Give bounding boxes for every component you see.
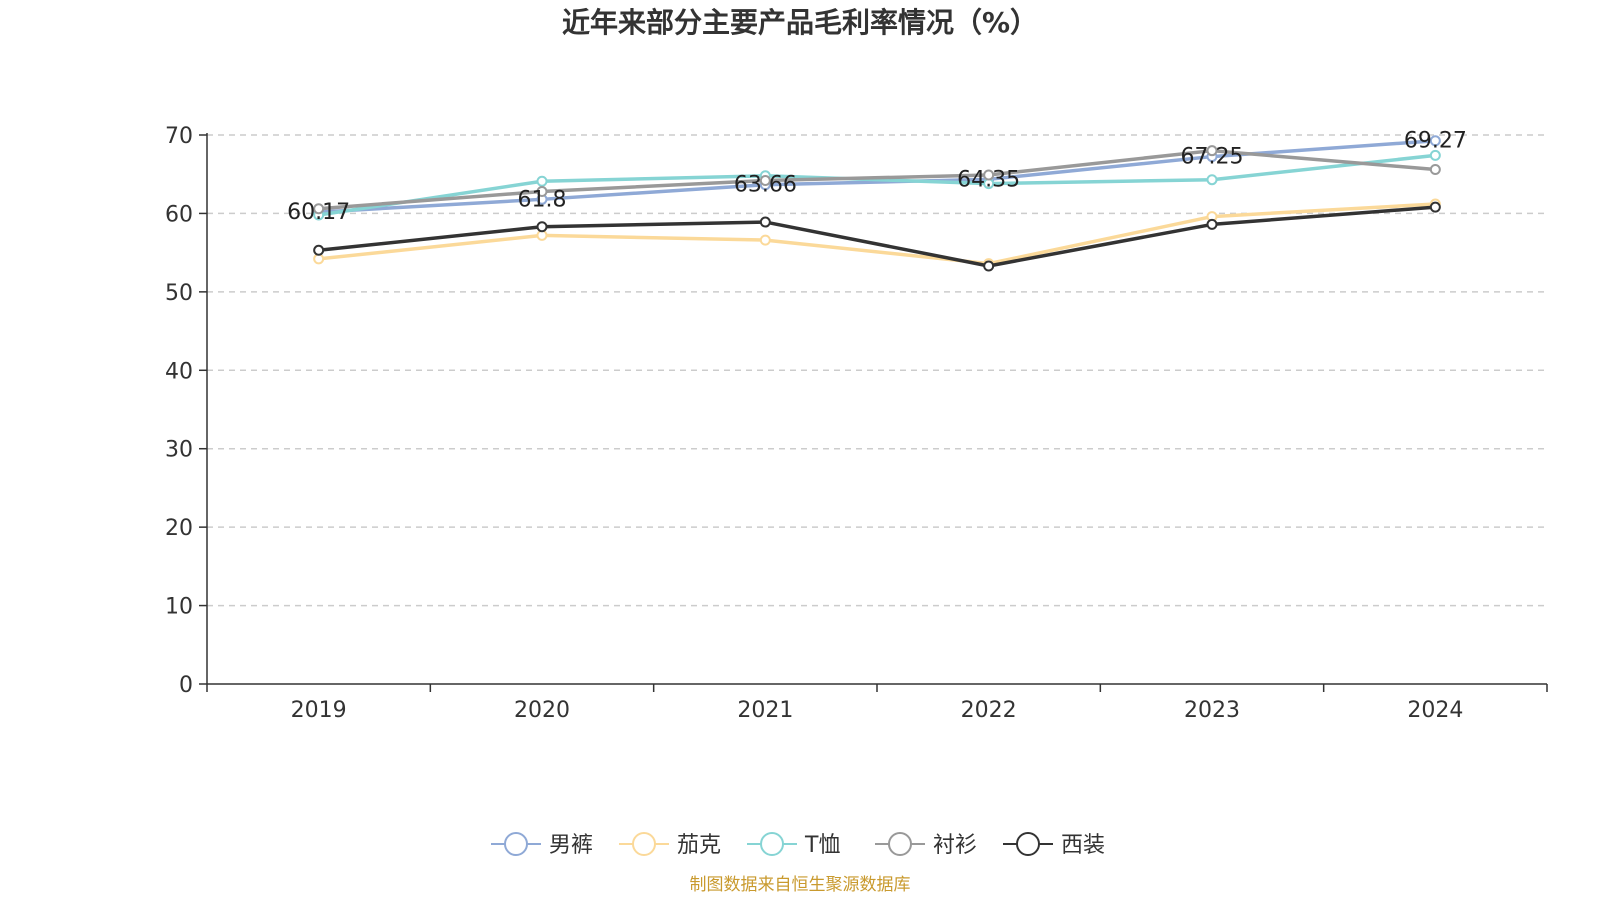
y-tick-label: 10	[165, 595, 193, 620]
legend[interactable]: 男裤 茄克 T恤 衬衫 西装	[491, 832, 1105, 858]
data-point[interactable]	[759, 174, 771, 186]
data-label: 64.35	[957, 167, 1020, 192]
source-note: 制图数据来自恒生聚源数据库	[690, 875, 911, 895]
legend-label: 茄克	[677, 833, 721, 858]
data-label: 60.17	[287, 200, 350, 225]
data-point[interactable]	[313, 244, 325, 256]
series-line	[318, 205, 1436, 268]
legend-item-0[interactable]: 男裤	[491, 832, 593, 858]
legend-item-3[interactable]: 衬衫	[875, 832, 977, 858]
series-lines	[313, 135, 1441, 272]
series-line	[318, 202, 1436, 266]
data-point[interactable]	[1206, 145, 1218, 157]
data-point[interactable]	[759, 216, 771, 228]
data-point[interactable]	[1429, 201, 1441, 213]
y-tick-label: 40	[165, 359, 193, 384]
series-2	[313, 149, 1441, 221]
series-4	[313, 201, 1441, 272]
x-tick-label: 2023	[1184, 698, 1240, 723]
data-label: 69.27	[1404, 129, 1467, 154]
y-tick-label: 60	[165, 202, 193, 227]
data-point[interactable]	[536, 185, 548, 197]
y-tick-label: 70	[165, 124, 193, 149]
data-point[interactable]	[1206, 218, 1218, 230]
x-tick-label: 2022	[961, 698, 1017, 723]
legend-label: 西装	[1061, 833, 1105, 858]
data-point[interactable]	[1429, 149, 1441, 161]
data-point[interactable]	[759, 234, 771, 246]
y-tick-label: 20	[165, 516, 193, 541]
data-point[interactable]	[536, 221, 548, 233]
series-line	[318, 148, 1436, 211]
x-tick-label: 2019	[291, 698, 347, 723]
data-point[interactable]	[1206, 174, 1218, 186]
data-point[interactable]	[313, 203, 325, 215]
legend-label: T恤	[804, 833, 840, 858]
legend-label: 衬衫	[933, 833, 977, 858]
legend-label: 男裤	[549, 833, 593, 858]
data-point[interactable]	[1429, 164, 1441, 176]
data-point[interactable]	[983, 169, 995, 181]
data-point[interactable]	[1429, 135, 1441, 147]
legend-item-2[interactable]: T恤	[747, 832, 840, 858]
x-tick-label: 2024	[1407, 698, 1463, 723]
legend-marker-icon	[760, 832, 784, 856]
data-labels: 60.17 61.8 63.66 64.35 67.25 69.27	[287, 129, 1467, 225]
data-point[interactable]	[983, 260, 995, 272]
legend-marker-icon	[1016, 832, 1040, 856]
legend-marker-icon	[504, 832, 528, 856]
y-gridlines	[207, 134, 1547, 607]
legend-item-4[interactable]: 西装	[1003, 832, 1105, 858]
x-tick-label: 2021	[737, 698, 793, 723]
legend-item-1[interactable]: 茄克	[619, 832, 721, 858]
y-tick-label: 50	[165, 281, 193, 306]
data-label: 61.8	[518, 187, 567, 212]
chart-title: 近年来部分主要产品毛利率情况（%）	[562, 6, 1038, 39]
axes: 0 10 20 30 40 50 60 70 2019 2020 2021 2022 2023 2024	[165, 124, 1548, 723]
series-3	[313, 145, 1441, 215]
series-line	[318, 153, 1436, 217]
data-label: 63.66	[734, 173, 797, 198]
x-tick-label: 2020	[514, 698, 570, 723]
y-tick-label: 30	[165, 438, 193, 463]
data-label: 67.25	[1181, 145, 1244, 170]
data-point[interactable]	[536, 175, 548, 187]
legend-marker-icon	[888, 832, 912, 856]
y-tick-label: 0	[179, 673, 193, 698]
legend-marker-icon	[632, 832, 656, 856]
